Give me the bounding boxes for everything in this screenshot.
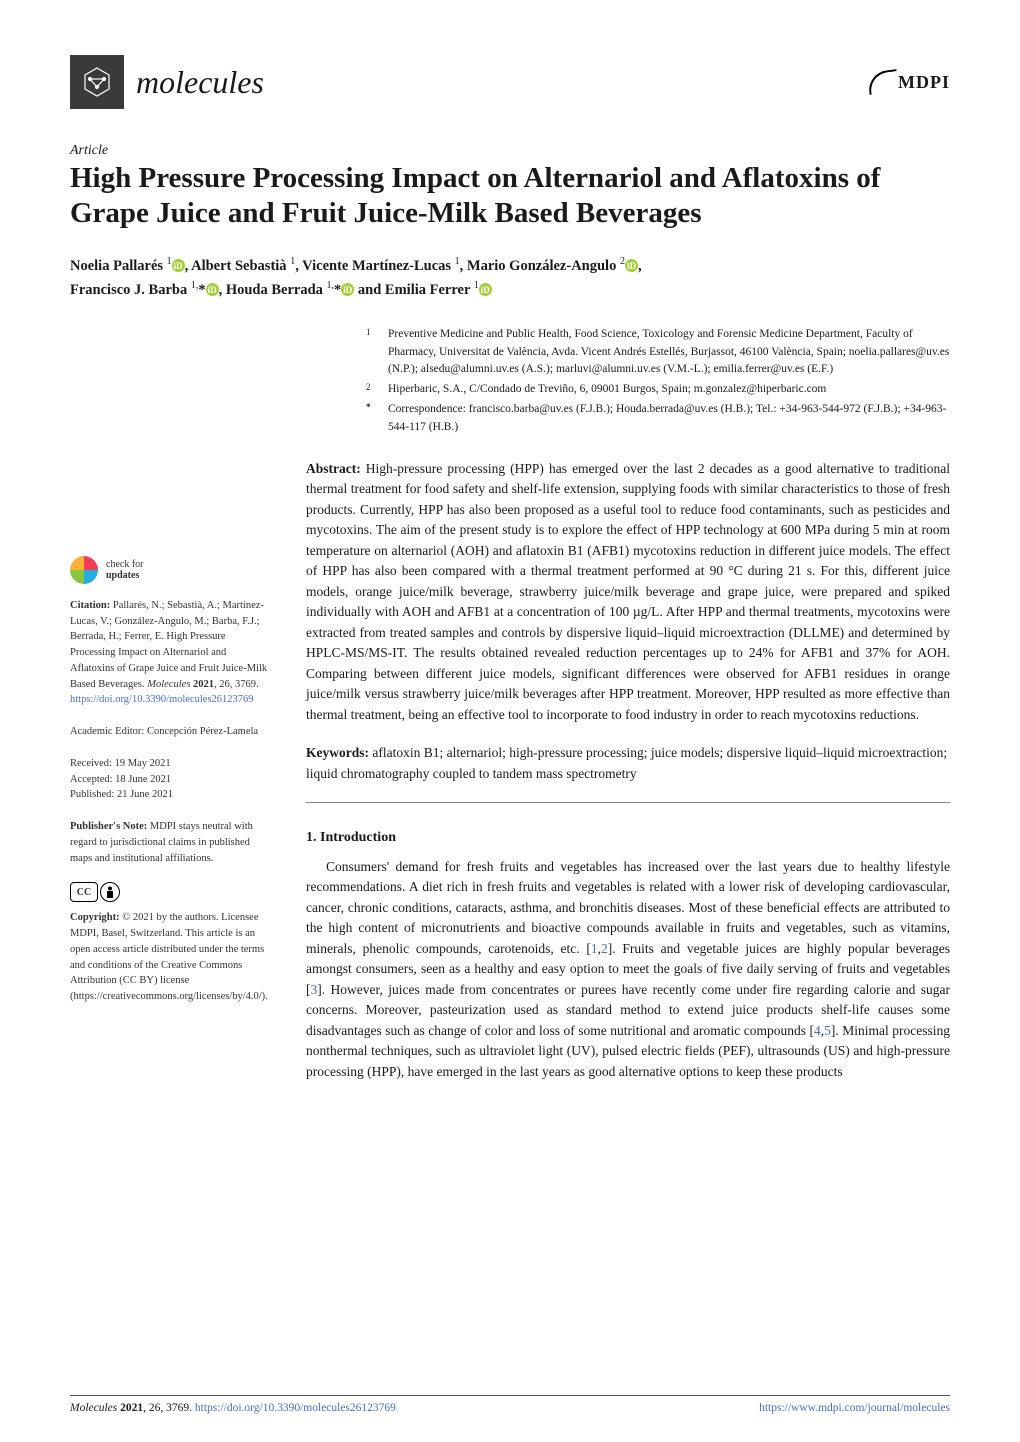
citation-journal: Molecules [147, 679, 190, 690]
citation-link[interactable]: 5 [824, 1023, 831, 1038]
publishers-note-block: Publisher's Note: MDPI stays neutral wit… [70, 819, 270, 866]
journal-logo-icon [70, 55, 124, 109]
label: Academic Editor: [70, 726, 147, 737]
label: Citation: [70, 600, 110, 611]
author: , Houda Berrada [219, 282, 327, 298]
orcid-icon[interactable]: iD [625, 259, 638, 272]
cc-icon: CC [70, 882, 98, 902]
editor-name: Concepción Pérez-Lamela [147, 726, 258, 737]
publisher-name: MDPI [898, 72, 950, 93]
affil-marker: * [366, 401, 378, 437]
journal-name: molecules [136, 64, 264, 101]
keywords: Keywords: aflatoxin B1; alternariol; hig… [306, 743, 950, 803]
date-accepted: Accepted: 18 June 2021 [70, 772, 270, 788]
body-paragraph: Consumers' demand for fresh fruits and v… [306, 857, 950, 1083]
orcid-icon[interactable]: iD [172, 259, 185, 272]
citation-link[interactable]: 2 [601, 941, 608, 956]
footer-right: https://www.mdpi.com/journal/molecules [759, 1402, 950, 1414]
author-sup: 1 [167, 256, 172, 267]
author: , Mario González-Angulo [460, 258, 620, 274]
author: and Emilia Ferrer [354, 282, 473, 298]
article-title: High Pressure Processing Impact on Alter… [70, 161, 950, 232]
journal-brand: molecules [70, 55, 264, 109]
section-heading: 1. Introduction [306, 827, 950, 848]
citation-block: Citation: Pallarés, N.; Sebastià, A.; Ma… [70, 598, 270, 708]
text: check for [106, 559, 143, 570]
citation-link[interactable]: 1 [591, 941, 598, 956]
author-list: Noelia Pallarés 1iD, Albert Sebastià 1, … [70, 254, 950, 302]
footer-left: Molecules 2021, 26, 3769. https://doi.or… [70, 1402, 396, 1414]
citation-text: Pallarés, N.; Sebastià, A.; Martínez-Luc… [70, 600, 267, 690]
orcid-icon[interactable]: iD [341, 283, 354, 296]
by-icon [100, 882, 120, 902]
copyright-block: Copyright: © 2021 by the authors. Licens… [70, 910, 270, 1005]
footer-year: 2021 [120, 1402, 143, 1414]
text: updates [106, 570, 139, 581]
affiliations: 1Preventive Medicine and Public Health, … [366, 326, 950, 437]
citation-rest: , 26, 3769. [214, 679, 259, 690]
main-content: 1Preventive Medicine and Public Health, … [306, 326, 950, 1083]
affil-marker: 2 [366, 381, 378, 399]
author-sup: 1, [327, 280, 335, 291]
affiliation-text: Preventive Medicine and Public Health, F… [388, 326, 950, 379]
orcid-icon[interactable]: iD [479, 283, 492, 296]
abstract-label: Abstract: [306, 461, 361, 476]
license-badges[interactable]: CC [70, 882, 270, 902]
sidebar: check for updates Citation: Pallarés, N.… [70, 326, 270, 1083]
date-published: Published: 21 June 2021 [70, 787, 270, 803]
citation-year: 2021 [190, 679, 214, 690]
footer-journal: Molecules [70, 1402, 120, 1414]
correspondence-text: Correspondence: francisco.barba@uv.es (F… [388, 401, 950, 437]
abstract: Abstract: High-pressure processing (HPP)… [306, 459, 950, 726]
page-footer: Molecules 2021, 26, 3769. https://doi.or… [70, 1395, 950, 1414]
orcid-icon[interactable]: iD [206, 283, 219, 296]
mdpi-swoop-icon [867, 69, 900, 95]
page-header: molecules MDPI [70, 55, 950, 109]
date-received: Received: 19 May 2021 [70, 756, 270, 772]
author-sup: 1, [191, 280, 199, 291]
publisher-logo: MDPI [868, 71, 950, 93]
abstract-text: High-pressure processing (HPP) has emerg… [306, 461, 950, 722]
affil-marker: 1 [366, 326, 378, 379]
label: Publisher's Note: [70, 821, 147, 832]
article-type: Article [70, 143, 950, 159]
citation-link[interactable]: 4 [814, 1023, 821, 1038]
author: , Albert Sebastià [185, 258, 291, 274]
keywords-text: aflatoxin B1; alternariol; high-pressure… [306, 745, 947, 781]
keywords-label: Keywords: [306, 745, 369, 760]
affiliation-text: Hiperbaric, S.A., C/Condado de Treviño, … [388, 381, 826, 399]
check-updates-icon [70, 556, 98, 584]
footer-journal-link[interactable]: https://www.mdpi.com/journal/molecules [759, 1402, 950, 1414]
footer-doi-link[interactable]: https://doi.org/10.3390/molecules2612376… [195, 1402, 396, 1414]
dates-block: Received: 19 May 2021 Accepted: 18 June … [70, 756, 270, 803]
copyright-text: © 2021 by the authors. Licensee MDPI, Ba… [70, 912, 268, 1002]
footer-ref: , 26, 3769. [143, 1402, 195, 1414]
check-updates[interactable]: check for updates [70, 556, 270, 584]
editor-block: Academic Editor: Concepción Pérez-Lamela [70, 724, 270, 740]
label: Copyright: [70, 912, 120, 923]
check-updates-label: check for updates [106, 559, 143, 581]
author: , Vicente Martínez-Lucas [295, 258, 454, 274]
author: Noelia Pallarés [70, 258, 167, 274]
author: Francisco J. Barba [70, 282, 191, 298]
doi-link[interactable]: https://doi.org/10.3390/molecules2612376… [70, 694, 254, 705]
